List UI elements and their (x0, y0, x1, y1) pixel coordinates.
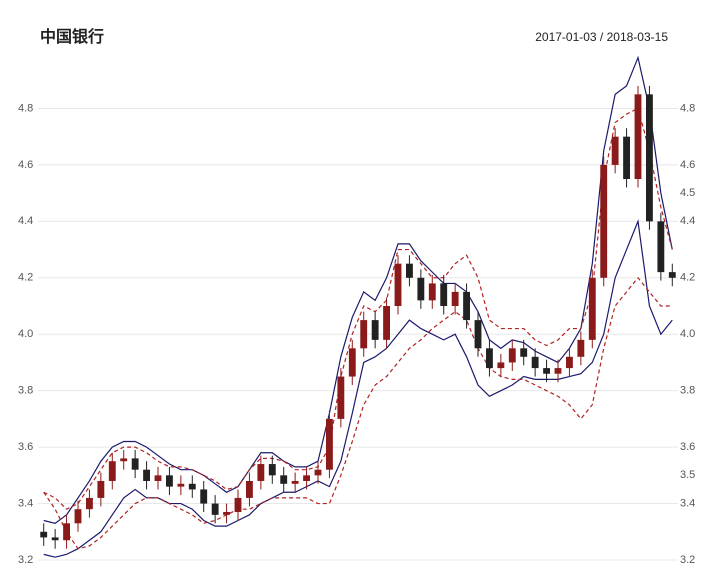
candle-body (474, 320, 482, 349)
chart-title: 中国银行 (40, 27, 104, 46)
candle-body (588, 277, 596, 340)
y-tick-label: 4.6 (18, 159, 33, 171)
candle-body (360, 320, 368, 349)
candle-body (97, 480, 105, 498)
candle-body (223, 512, 230, 515)
y-tick-label: 4.2 (18, 272, 33, 284)
candle-body (486, 348, 493, 369)
y2-tick-label: 3.6 (680, 441, 695, 453)
candle-body (291, 480, 299, 484)
candle-body (51, 537, 59, 541)
candle-body (143, 469, 150, 481)
y2-tick-label: 4.0 (680, 328, 695, 340)
band-line (43, 276, 673, 550)
candle-body (440, 283, 448, 306)
date-range: 2017-01-03 / 2018-03-15 (535, 30, 668, 44)
y2-tick-label: 4.2 (680, 272, 695, 284)
candle-body (497, 362, 505, 369)
y-tick-label: 3.4 (18, 497, 33, 509)
y-tick-label: 3.8 (18, 385, 33, 397)
candle-body (40, 531, 48, 538)
y2-tick-label: 3.4 (680, 497, 695, 509)
y-tick-label: 3.2 (18, 554, 33, 563)
candle-body (463, 291, 470, 321)
candle-body (166, 475, 173, 487)
candle-body (86, 497, 93, 510)
candle-body (246, 480, 253, 498)
candle-body (394, 263, 402, 306)
candle-body (120, 458, 128, 462)
candle-body (668, 272, 676, 278)
candle-body (234, 497, 242, 513)
candle-body (646, 94, 653, 222)
candle-body (634, 94, 642, 179)
y2-tick-label: 4.6 (680, 159, 695, 171)
candle-body (348, 348, 356, 377)
band-line (43, 219, 673, 558)
candle-body (211, 503, 219, 515)
candle-body (554, 368, 562, 374)
candle-body (383, 306, 390, 340)
candle-body (520, 348, 528, 357)
candle-body (314, 469, 322, 476)
candle-body (566, 356, 573, 369)
candle-body (543, 368, 550, 374)
y2-tick-label: 3.5 (680, 469, 695, 481)
candle-body (371, 320, 379, 340)
y2-tick-label: 4.4 (680, 215, 695, 227)
candle-body (326, 418, 333, 470)
candle-body (406, 263, 413, 278)
y2-tick-label: 3.2 (680, 554, 695, 563)
candle-body (268, 464, 276, 476)
band-line (43, 107, 673, 510)
candle-body (188, 483, 196, 490)
y-tick-label: 4.0 (18, 328, 33, 340)
candle-body (63, 523, 70, 541)
y-tick-label: 4.8 (18, 102, 33, 114)
candle-body (531, 356, 539, 369)
candle-body (303, 475, 310, 481)
candle-body (600, 164, 608, 278)
candle-body (280, 475, 288, 484)
candle-body (177, 483, 185, 487)
candle-body (611, 136, 619, 165)
candle-body (657, 221, 665, 273)
candle-body (508, 348, 516, 363)
candle-body (108, 461, 116, 481)
candle-body (428, 283, 436, 301)
y2-tick-label: 3.8 (680, 385, 695, 397)
y2-tick-label: 4.8 (680, 102, 695, 114)
candle-body (154, 475, 162, 481)
band-line (43, 55, 673, 524)
candle-body (451, 291, 459, 306)
candle-body (623, 136, 630, 179)
candle-body (131, 458, 139, 470)
candle-body (257, 464, 265, 481)
y-tick-label: 3.6 (18, 441, 33, 453)
y2-tick-label: 4.5 (680, 187, 695, 199)
candle-body (200, 489, 208, 504)
y-tick-label: 4.4 (18, 215, 33, 227)
candle-body (577, 339, 585, 357)
candle-body (337, 376, 345, 419)
candle-body (417, 277, 425, 301)
candle-body (74, 509, 82, 524)
